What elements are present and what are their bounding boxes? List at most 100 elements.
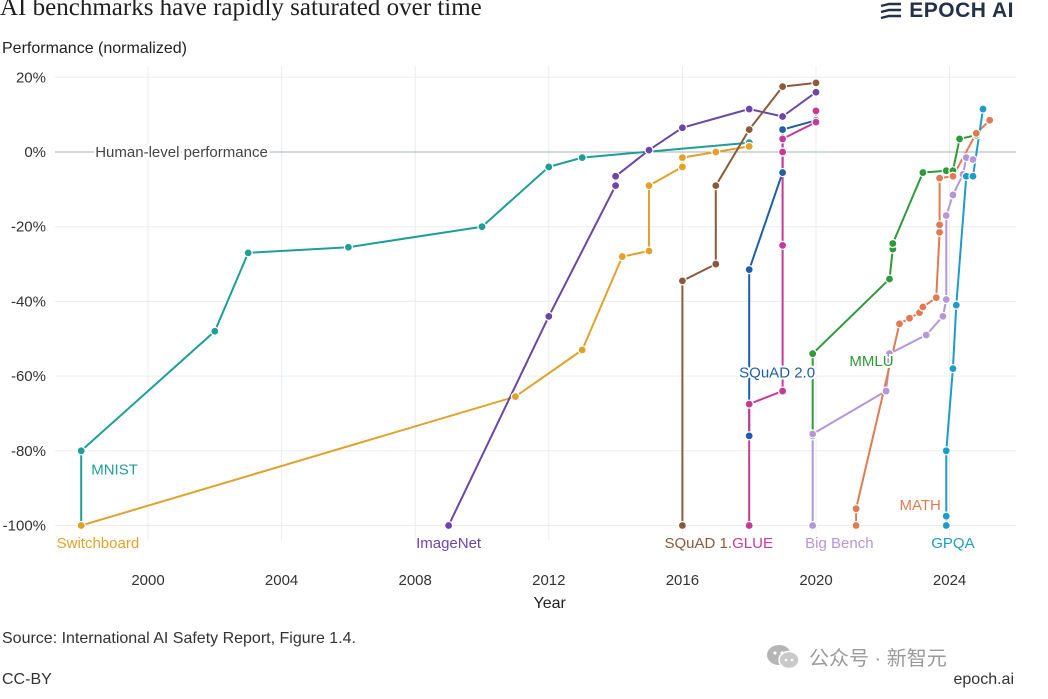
data-point-squad-1-1: [677, 520, 688, 531]
data-point-switchboard: [76, 520, 86, 531]
chat-bubble-icon: [767, 644, 800, 669]
epoch-logo-text: EPOCH AI: [909, 0, 1014, 22]
data-point-math: [894, 319, 905, 329]
data-point-math: [931, 293, 941, 303]
epoch-logo-icon: [880, 2, 902, 20]
x-tick-label: 2004: [265, 572, 298, 589]
x-tick-label: 2012: [532, 572, 565, 589]
data-point-math: [851, 504, 861, 514]
data-point-squad-1-1: [711, 259, 721, 269]
series-label-switchboard: Switchboard: [57, 535, 140, 552]
data-point-big-bench: [948, 190, 958, 200]
data-point-big-bench: [881, 386, 891, 396]
data-point-imagenet: [744, 104, 754, 114]
data-point-mmlu: [884, 274, 895, 284]
y-tick-label: -40%: [11, 293, 46, 310]
data-point-gpqa: [978, 104, 988, 114]
data-point-math: [971, 128, 981, 138]
series-line-glue: [748, 110, 817, 526]
data-point-switchboard: [510, 392, 521, 402]
y-axis-label: Performance (normalized): [2, 40, 187, 57]
data-point-big-bench: [941, 210, 951, 221]
data-point-mmlu: [888, 238, 898, 249]
data-point-switchboard: [644, 246, 654, 256]
data-point-gpqa: [968, 171, 978, 181]
data-point-imagenet: [610, 171, 621, 181]
series-label-math: MATH: [900, 497, 941, 514]
series-label-squad-2-0: SQuAD 2.0: [739, 364, 815, 381]
data-point-glue: [744, 399, 754, 409]
series-label-gpqa: GPQA: [931, 535, 974, 552]
data-point-squad-1-1: [744, 124, 754, 135]
y-tick-label: -60%: [11, 368, 46, 385]
data-point-mnist: [343, 242, 353, 252]
site-link[interactable]: epoch.ai: [953, 671, 1015, 688]
data-point-switchboard: [577, 345, 587, 355]
data-point-glue: [744, 520, 754, 531]
data-point-gpqa: [941, 520, 951, 531]
series-line-imagenet: [447, 91, 817, 526]
data-point-switchboard: [711, 147, 721, 157]
data-point-glue: [777, 386, 788, 396]
data-point-math: [934, 220, 945, 230]
x-tick-label: 2000: [131, 572, 164, 589]
series-line-math: [855, 119, 991, 526]
data-point-imagenet: [811, 87, 821, 97]
data-point-squad-1-1: [677, 276, 688, 286]
data-point-mmlu: [955, 134, 965, 144]
x-tick-label: 2016: [666, 572, 699, 589]
series-label-mmlu: MMLU: [849, 353, 893, 370]
data-point-mnist: [76, 446, 86, 456]
y-tick-label: -20%: [11, 219, 46, 236]
data-point-gpqa: [941, 511, 951, 521]
y-tick-label: 20%: [16, 69, 46, 86]
data-point-switchboard: [644, 181, 654, 191]
data-point-math: [851, 520, 861, 531]
data-point-gpqa: [948, 364, 958, 374]
data-point-glue: [811, 117, 821, 127]
data-point-math: [934, 173, 945, 183]
data-point-math: [985, 115, 995, 125]
data-point-squad-2-0: [744, 431, 754, 441]
watermark: 公众号 · 新智元: [765, 642, 947, 671]
benchmark-chart: 20% 0% -20% -40% -60% -80% -100% 2000 2004 2008 20…: [3, 66, 1016, 612]
series-line-mmlu: [811, 134, 977, 436]
data-point-imagenet: [444, 520, 454, 531]
y-tick-label: -80%: [11, 443, 46, 460]
license-note: CC-BY: [2, 671, 52, 688]
series-label-squad-1-1: SQuAD 1.1: [665, 535, 741, 552]
data-point-glue: [777, 240, 788, 250]
data-point-switchboard: [677, 162, 688, 172]
data-point-big-bench: [808, 429, 818, 439]
data-point-mnist: [210, 326, 220, 336]
watermark-text: 公众号 · 新智元: [809, 648, 947, 670]
data-point-mmlu: [808, 349, 818, 359]
data-point-mnist: [544, 162, 554, 172]
data-point-switchboard: [744, 141, 754, 151]
data-point-switchboard: [677, 153, 688, 163]
data-point-squad-1-1: [777, 82, 788, 92]
data-point-imagenet: [644, 145, 654, 155]
data-point-big-bench: [941, 294, 951, 305]
x-tick-label: 2008: [399, 572, 432, 589]
y-tick-label: -100%: [3, 518, 46, 535]
data-point-imagenet: [610, 181, 621, 191]
series-line-switchboard: [80, 145, 750, 527]
data-point-big-bench: [938, 311, 948, 321]
data-point-switchboard: [617, 251, 627, 262]
series-label-big-bench: Big Bench: [805, 535, 873, 552]
data-point-gpqa: [951, 300, 961, 310]
y-tick-label: 0%: [24, 144, 46, 161]
data-point-squad-2-0: [744, 265, 754, 275]
data-point-math: [934, 227, 945, 237]
data-point-math: [904, 313, 915, 323]
epoch-logo[interactable]: EPOCH AI: [879, 0, 1014, 23]
data-point-imagenet: [544, 311, 554, 321]
data-point-squad-1-1: [811, 78, 821, 88]
data-point-mnist: [243, 248, 253, 258]
chart-title: AI benchmarks have rapidly saturated ove…: [0, 0, 482, 21]
series-label-mnist: MNIST: [91, 461, 138, 478]
data-point-big-bench: [808, 520, 818, 531]
data-point-imagenet: [777, 111, 788, 122]
human-level-label: Human-level performance: [95, 144, 268, 161]
